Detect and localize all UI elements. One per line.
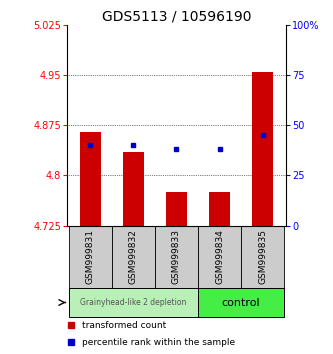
Text: Grainyhead-like 2 depletion: Grainyhead-like 2 depletion bbox=[80, 298, 186, 307]
Bar bbox=[252, 72, 273, 225]
Text: GSM999831: GSM999831 bbox=[86, 229, 95, 284]
Title: GDS5113 / 10596190: GDS5113 / 10596190 bbox=[102, 10, 251, 24]
Text: GSM999832: GSM999832 bbox=[129, 229, 138, 284]
Bar bbox=[69, 225, 112, 288]
Bar bbox=[198, 288, 284, 317]
Text: GSM999833: GSM999833 bbox=[172, 229, 181, 284]
Bar bbox=[112, 225, 155, 288]
Bar bbox=[69, 288, 198, 317]
Text: control: control bbox=[222, 297, 260, 308]
Bar bbox=[80, 132, 101, 225]
Bar bbox=[241, 225, 284, 288]
Bar bbox=[155, 225, 198, 288]
Bar bbox=[209, 192, 230, 225]
Text: protocol: protocol bbox=[0, 297, 1, 308]
Text: GSM999835: GSM999835 bbox=[258, 229, 267, 284]
Text: transformed count: transformed count bbox=[82, 321, 166, 330]
Bar bbox=[198, 225, 241, 288]
Text: GSM999834: GSM999834 bbox=[215, 229, 224, 284]
Bar bbox=[166, 192, 187, 225]
Bar bbox=[123, 152, 144, 225]
Text: percentile rank within the sample: percentile rank within the sample bbox=[82, 338, 235, 347]
